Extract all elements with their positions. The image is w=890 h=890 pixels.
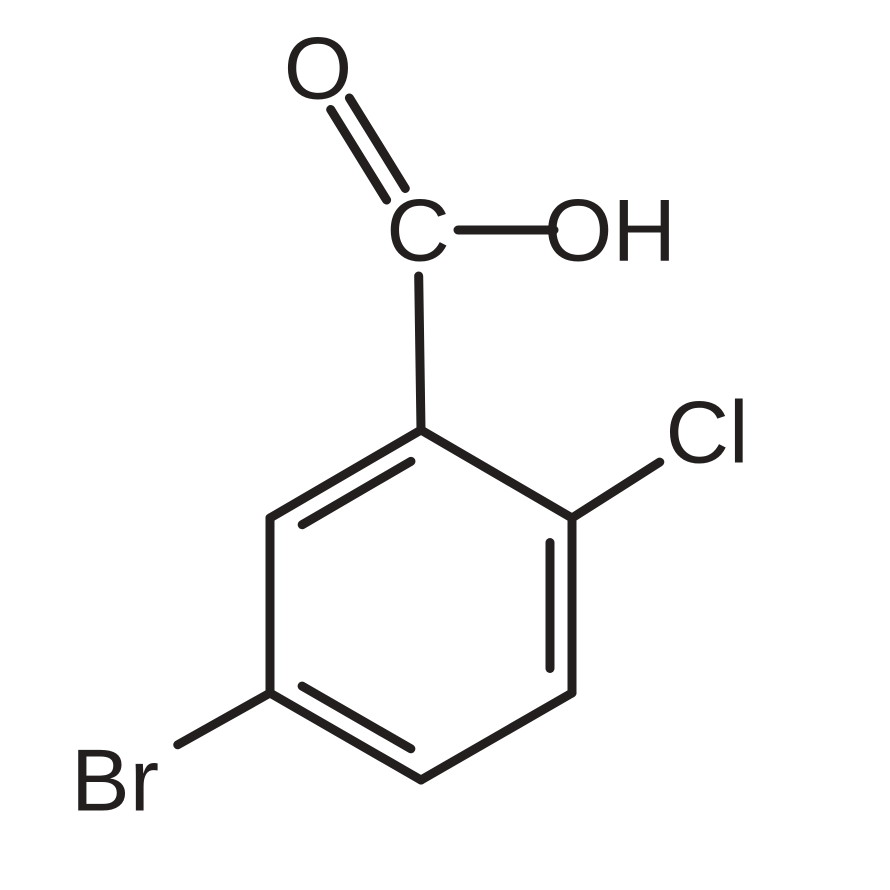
atom-label-br: Br xyxy=(71,731,159,830)
atom-label-c_carb: C xyxy=(386,181,450,280)
atom-label-oh: OH xyxy=(544,181,676,280)
atom-label-cl: Cl xyxy=(665,383,748,482)
molecule-diagram: OC OH Cl Br xyxy=(0,0,890,890)
atom-label-o_dbl: O xyxy=(284,19,352,118)
